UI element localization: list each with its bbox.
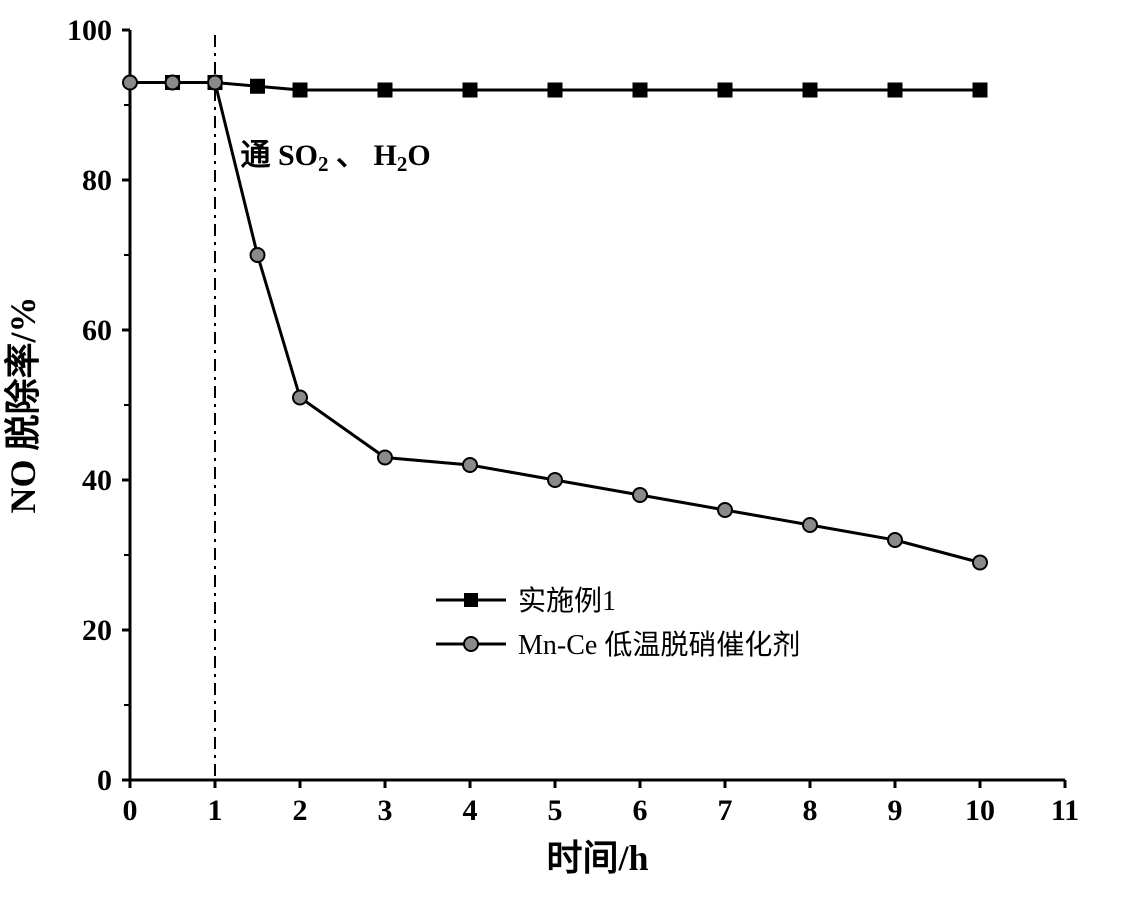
x-tick-label: 9 (888, 794, 903, 827)
marker-square (463, 83, 477, 97)
marker-circle (378, 451, 392, 465)
x-tick-label: 7 (718, 794, 733, 827)
x-tick-label: 4 (463, 794, 478, 827)
marker-square (803, 83, 817, 97)
marker-circle (293, 391, 307, 405)
x-tick-label: 10 (965, 794, 995, 827)
marker-square (888, 83, 902, 97)
x-tick-label: 8 (803, 794, 818, 827)
marker-circle (803, 518, 817, 532)
legend-label: Mn-Ce 低温脱硝催化剂 (518, 629, 800, 661)
marker-circle (463, 458, 477, 472)
y-tick-label: 60 (82, 314, 112, 347)
y-tick-label: 40 (82, 464, 112, 497)
y-tick-label: 80 (82, 164, 112, 197)
marker-circle (633, 488, 647, 502)
marker-circle (888, 533, 902, 547)
marker-circle (251, 248, 265, 262)
y-axis-label: NO 脱除率/% (3, 296, 43, 513)
marker-square (293, 83, 307, 97)
chart-container: 01234567891011020406080100时间/hNO 脱除率/%通 … (0, 0, 1137, 904)
marker-circle (208, 76, 222, 90)
marker-square (973, 83, 987, 97)
marker-circle (718, 503, 732, 517)
x-axis-label: 时间/h (546, 838, 648, 878)
marker-square (633, 83, 647, 97)
y-tick-label: 100 (67, 14, 112, 47)
x-tick-label: 3 (378, 794, 393, 827)
x-tick-label: 0 (123, 794, 138, 827)
marker-square (548, 83, 562, 97)
marker-circle (548, 473, 562, 487)
x-tick-label: 5 (548, 794, 563, 827)
marker-square (378, 83, 392, 97)
x-tick-label: 1 (208, 794, 223, 827)
marker-circle (123, 76, 137, 90)
marker-square (251, 79, 265, 93)
y-tick-label: 20 (82, 614, 112, 647)
x-tick-label: 6 (633, 794, 648, 827)
y-tick-label: 0 (97, 764, 112, 797)
marker-square (718, 83, 732, 97)
x-tick-label: 2 (293, 794, 308, 827)
marker-circle (973, 556, 987, 570)
marker-circle (166, 76, 180, 90)
x-tick-label: 11 (1051, 794, 1079, 827)
legend-label: 实施例1 (518, 585, 616, 617)
line-chart: 01234567891011020406080100时间/hNO 脱除率/%通 … (0, 0, 1137, 904)
